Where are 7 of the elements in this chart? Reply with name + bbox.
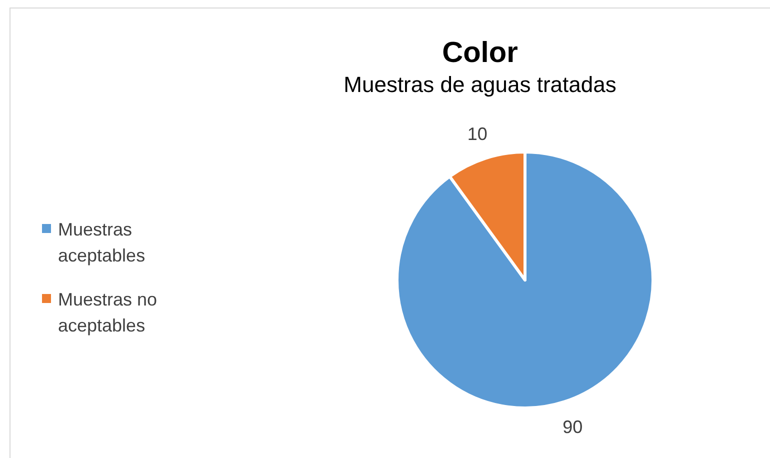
chart-subtitle: Muestras de aguas tratadas: [344, 72, 616, 97]
pie-slice: [396, 150, 654, 410]
data-label: 90: [562, 416, 583, 437]
data-label: 10: [467, 124, 488, 144]
chart-title: Color: [442, 37, 518, 69]
legend-label: Muestras no aceptables: [58, 289, 158, 336]
legend-label: Muestras aceptables: [58, 219, 146, 266]
